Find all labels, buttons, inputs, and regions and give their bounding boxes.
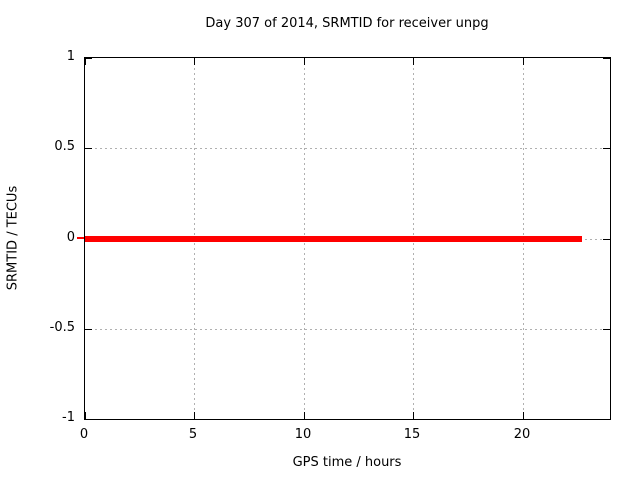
tick-y-right-0 (603, 239, 610, 240)
tick-x-bottom-5 (194, 412, 195, 419)
gridline-y--0.5 (85, 329, 610, 330)
tick-x-top-0 (85, 58, 86, 65)
x-axis-label: GPS time / hours (292, 455, 402, 470)
x-tick-label-0: 0 (79, 427, 89, 442)
x-tick-label-5: 5 (188, 427, 198, 442)
tick-y-left-1 (85, 58, 92, 59)
y-axis-label: SRMTID / TECUs (5, 185, 21, 291)
y-tick-label-0.5: 0.5 (54, 139, 75, 154)
tick-x-bottom-0 (85, 412, 86, 419)
tick-x-top-15 (413, 58, 414, 65)
tick-x-bottom-10 (304, 412, 305, 419)
tick-x-bottom-15 (413, 412, 414, 419)
tick-y-right-0.5 (603, 148, 610, 149)
tick-y-left-0.5 (85, 148, 92, 149)
tick-y-right--1 (603, 419, 610, 420)
y-tick-label-0: 0 (66, 230, 75, 245)
x-tick-label-15: 15 (403, 427, 421, 442)
x-tick-label-10: 10 (294, 427, 312, 442)
y-tick-label--1: -1 (62, 410, 75, 425)
tick-x-bottom-20 (523, 412, 524, 419)
tick-x-top-10 (304, 58, 305, 65)
tick-x-top-20 (523, 58, 524, 65)
series-start-outer-tick-SRMTID (77, 237, 84, 239)
x-tick-label-20: 20 (513, 427, 531, 442)
tick-x-top-5 (194, 58, 195, 65)
y-tick-label-1: 1 (66, 49, 75, 64)
chart-title: Day 307 of 2014, SRMTID for receiver unp… (205, 16, 489, 31)
plot-area (84, 57, 611, 420)
gridline-y-0.5 (85, 148, 610, 149)
data-line-SRMTID (85, 236, 582, 242)
y-tick-label--0.5: -0.5 (49, 320, 75, 335)
tick-y-right-1 (603, 58, 610, 59)
tick-y-left--0.5 (85, 329, 92, 330)
tick-y-right--0.5 (603, 329, 610, 330)
tick-y-left--1 (85, 419, 92, 420)
